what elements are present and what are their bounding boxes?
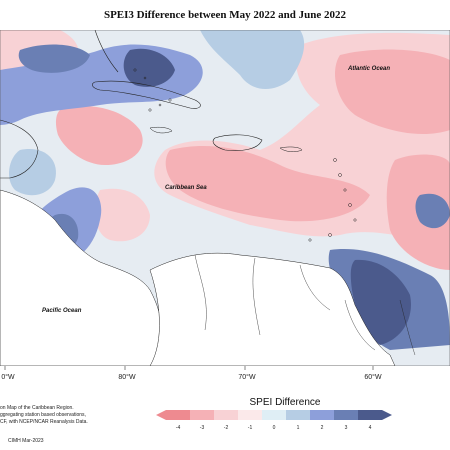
credit-line-3: CF, with NCEP/NCAR Reanalysis Data. [0, 419, 88, 425]
country-borders [194, 254, 416, 356]
positive-anomaly-north [200, 30, 305, 90]
negative-anomaly-central [165, 145, 370, 222]
credit-line-2: ggregating station based observations, [0, 412, 86, 418]
negative-anomaly-west [55, 106, 143, 165]
land-south-america [149, 252, 396, 366]
legend-tick-label: 3 [344, 425, 348, 431]
legend-bin [310, 410, 334, 420]
positive-anomaly-yucatan [8, 149, 56, 196]
legend-tick-label: 2 [320, 425, 324, 431]
longitude-tick-marks [4, 366, 374, 370]
credit-line-4: CIMH Mar-2023 [8, 438, 44, 444]
legend-tick-label: -4 [175, 425, 181, 431]
legend-arrow-right [382, 410, 392, 420]
positive-anomaly-guianas-dark [350, 259, 411, 345]
land-jamaica [149, 126, 173, 134]
positive-anomaly-florida [123, 48, 175, 87]
negative-anomaly-south [94, 188, 150, 242]
positive-anomaly-east-small [415, 193, 450, 229]
longitude-label-80w: 80°W [118, 374, 136, 381]
positive-anomaly-gulf-dark [18, 44, 91, 73]
land-hispaniola [212, 134, 263, 151]
legend-tick-label: 1 [296, 425, 300, 431]
color-legend [156, 410, 392, 420]
legend-bin [334, 410, 358, 420]
pacific-ocean-label: Pacific Ocean [42, 308, 82, 314]
credit-line-1: on Map of the Caribbean Region. [0, 405, 74, 411]
legend-tick-label: 0 [272, 425, 276, 431]
land-florida [94, 30, 119, 73]
land-puerto-rico [279, 146, 303, 152]
land-cuba [91, 80, 201, 109]
legend-bin [190, 410, 214, 420]
lesser-antilles [133, 68, 357, 242]
caribbean-sea-label: Caribbean Sea [165, 185, 207, 191]
map-title: SPEI3 Difference between May 2022 and Ju… [103, 9, 347, 21]
longitude-label-70w: 70°W [238, 374, 256, 381]
legend-tick-label: -2 [223, 425, 229, 431]
negative-anomaly-east [335, 49, 450, 135]
legend-bin [214, 410, 238, 420]
atlantic-ocean-label: Atlantic Ocean [348, 66, 391, 72]
legend-tick-label: 4 [368, 425, 372, 431]
land-yucatan [0, 119, 39, 179]
legend-bin [262, 410, 286, 420]
legend-bin [358, 410, 382, 420]
legend-bin [238, 410, 262, 420]
longitude-label-60w: 60°W [364, 374, 382, 381]
legend-tick-label: -3 [199, 425, 205, 431]
legend-tick-label: -1 [247, 425, 253, 431]
legend-title: SPEI Difference [249, 397, 321, 408]
legend-bin [166, 410, 190, 420]
legend-arrow-left [156, 410, 166, 420]
legend-bin [286, 410, 310, 420]
longitude-label-0: 0°W [1, 374, 15, 381]
